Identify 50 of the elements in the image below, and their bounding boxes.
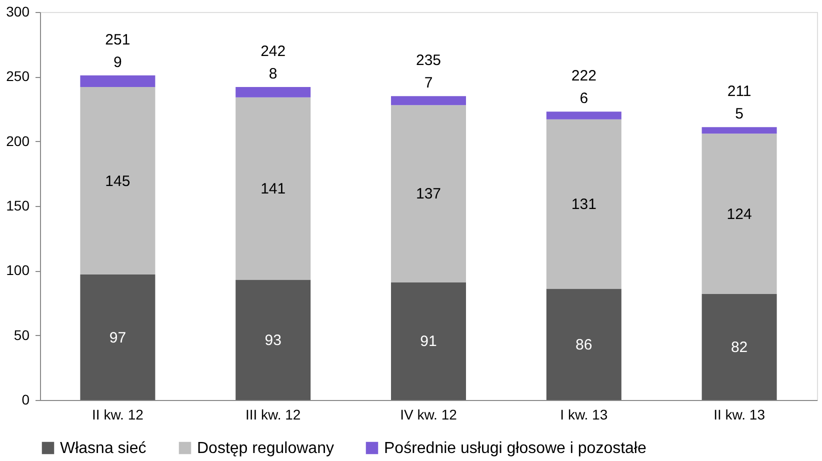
- bar: [391, 282, 466, 400]
- bar: [391, 96, 466, 106]
- y-tick-label: 300: [6, 4, 30, 20]
- bar: [391, 105, 466, 282]
- data-label: 91: [420, 333, 437, 350]
- x-tick-label: I kw. 13: [560, 406, 608, 422]
- data-label: 8: [268, 65, 278, 82]
- x-tick-label: IV kw. 12: [400, 406, 458, 422]
- data-label: 93: [264, 332, 282, 349]
- data-label: 86: [576, 336, 592, 354]
- data-label: 5: [735, 106, 744, 123]
- data-label: 6: [580, 90, 588, 108]
- bar: [546, 288, 622, 400]
- bar: [236, 280, 311, 400]
- data-label: 82: [730, 338, 748, 356]
- legend-label: Pośrednie usługi głosowe i pozostałe: [384, 440, 646, 457]
- y-tick-label: 0: [22, 392, 30, 408]
- bar: [236, 87, 311, 98]
- y-tick-label: 150: [6, 198, 30, 214]
- total-label: 211: [727, 83, 752, 100]
- bar: [80, 87, 156, 275]
- data-label: 7: [424, 74, 433, 92]
- x-tick-label: II kw. 12: [92, 406, 144, 422]
- data-label: 141: [260, 180, 286, 198]
- y-tick-label: 50: [14, 326, 30, 343]
- data-label: 131: [571, 196, 596, 214]
- total-label: 251: [105, 31, 130, 48]
- data-label: 124: [726, 206, 752, 223]
- bar: [236, 97, 311, 280]
- x-tick-label: III kw. 12: [245, 406, 301, 422]
- bar: [546, 112, 622, 120]
- y-tick-label: 250: [6, 68, 30, 84]
- data-label: 97: [109, 329, 126, 346]
- bar: [546, 119, 622, 289]
- legend-label: Dostęp regulowany: [197, 440, 334, 457]
- data-label: 137: [416, 186, 442, 203]
- y-tick-label: 200: [6, 132, 30, 149]
- x-tick-label: II kw. 13: [714, 406, 766, 422]
- bar: [80, 274, 156, 400]
- total-label: 235: [416, 52, 442, 70]
- bar: [702, 127, 777, 134]
- bar: [80, 75, 156, 88]
- y-tick-label: 100: [6, 262, 30, 278]
- total-label: 242: [260, 43, 286, 60]
- bar: [702, 134, 777, 294]
- total-label: 222: [571, 68, 596, 85]
- legend-label: Własna sieć: [60, 440, 146, 457]
- bar: [702, 294, 777, 400]
- data-label: 145: [105, 172, 130, 190]
- data-label: 9: [114, 54, 122, 71]
